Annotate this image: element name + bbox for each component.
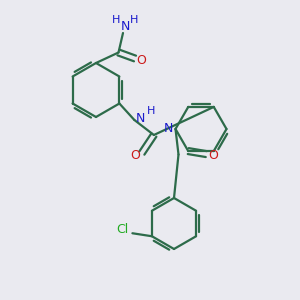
Text: N: N bbox=[136, 112, 145, 125]
Text: O: O bbox=[130, 149, 140, 163]
Text: H: H bbox=[112, 15, 121, 26]
Text: O: O bbox=[137, 53, 146, 67]
Text: N: N bbox=[121, 20, 130, 34]
Text: Cl: Cl bbox=[116, 223, 128, 236]
Text: H: H bbox=[130, 15, 139, 26]
Text: N: N bbox=[164, 122, 174, 135]
Text: H: H bbox=[147, 106, 155, 116]
Text: O: O bbox=[208, 149, 218, 162]
